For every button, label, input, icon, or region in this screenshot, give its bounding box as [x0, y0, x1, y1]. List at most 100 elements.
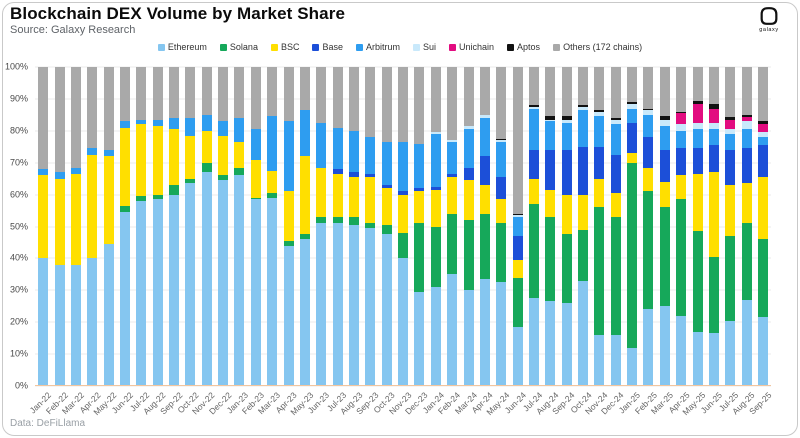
- segment-solana[interactable]: [234, 167, 245, 176]
- segment-solana[interactable]: [185, 178, 196, 184]
- segment-aptos[interactable]: [643, 108, 654, 111]
- segment-base[interactable]: [545, 149, 556, 190]
- segment-base[interactable]: [479, 156, 490, 186]
- segment-sui[interactable]: [545, 119, 556, 122]
- segment-ethereum[interactable]: [692, 331, 703, 386]
- segment-base[interactable]: [398, 191, 409, 195]
- segment-ethereum[interactable]: [741, 299, 752, 386]
- segment-others-172-chains[interactable]: [381, 67, 392, 142]
- segment-bsc[interactable]: [676, 175, 687, 200]
- segment-aptos[interactable]: [578, 105, 589, 107]
- segment-others-172-chains[interactable]: [250, 67, 261, 130]
- segment-base[interactable]: [741, 148, 752, 184]
- segment-ethereum[interactable]: [757, 317, 768, 386]
- stacked-bar-mar-25[interactable]: [659, 67, 670, 386]
- segment-solana[interactable]: [119, 205, 130, 213]
- segment-others-172-chains[interactable]: [757, 67, 768, 122]
- segment-bsc[interactable]: [414, 191, 425, 224]
- stacked-bar-sep-23[interactable]: [365, 67, 376, 386]
- segment-ethereum[interactable]: [610, 334, 621, 386]
- segment-aptos[interactable]: [627, 102, 638, 104]
- segment-ethereum[interactable]: [267, 197, 278, 386]
- segment-aptos[interactable]: [561, 116, 572, 120]
- segment-bsc[interactable]: [463, 180, 474, 221]
- stacked-bar-mar-22[interactable]: [70, 67, 81, 386]
- segment-base[interactable]: [725, 149, 736, 186]
- segment-sui[interactable]: [447, 140, 458, 142]
- segment-solana[interactable]: [250, 197, 261, 200]
- segment-others-172-chains[interactable]: [512, 67, 523, 214]
- segment-solana[interactable]: [578, 229, 589, 281]
- segment-unichain[interactable]: [725, 119, 736, 130]
- segment-arbitrum[interactable]: [283, 121, 294, 192]
- stacked-bar-aug-23[interactable]: [349, 67, 359, 386]
- segment-solana[interactable]: [365, 223, 376, 229]
- segment-aptos[interactable]: [528, 105, 539, 107]
- segment-bsc[interactable]: [103, 156, 114, 245]
- stacked-bar-apr-25[interactable]: [676, 67, 687, 386]
- segment-ethereum[interactable]: [201, 172, 212, 386]
- segment-ethereum[interactable]: [398, 258, 409, 386]
- segment-bsc[interactable]: [201, 130, 212, 163]
- segment-arbitrum[interactable]: [594, 116, 605, 147]
- segment-others-172-chains[interactable]: [627, 67, 638, 103]
- segment-others-172-chains[interactable]: [430, 67, 441, 133]
- stacked-bar-jan-24[interactable]: [430, 67, 441, 386]
- stacked-bar-dec-23[interactable]: [414, 67, 425, 386]
- stacked-bar-oct-22[interactable]: [185, 67, 196, 386]
- segment-base[interactable]: [332, 169, 343, 174]
- segment-ethereum[interactable]: [528, 298, 539, 386]
- segment-others-172-chains[interactable]: [119, 67, 130, 122]
- segment-others-172-chains[interactable]: [496, 67, 507, 139]
- segment-others-172-chains[interactable]: [349, 67, 359, 131]
- segment-solana[interactable]: [659, 207, 670, 307]
- segment-arbitrum[interactable]: [610, 124, 621, 155]
- segment-ethereum[interactable]: [250, 199, 261, 386]
- segment-arbitrum[interactable]: [643, 114, 654, 138]
- segment-arbitrum[interactable]: [332, 127, 343, 170]
- segment-arbitrum[interactable]: [725, 134, 736, 150]
- segment-aptos[interactable]: [692, 100, 703, 104]
- segment-ethereum[interactable]: [659, 306, 670, 386]
- segment-solana[interactable]: [169, 185, 180, 195]
- segment-others-172-chains[interactable]: [234, 67, 245, 119]
- stacked-bar-nov-23[interactable]: [398, 67, 409, 386]
- segment-unichain[interactable]: [692, 103, 703, 123]
- segment-solana[interactable]: [627, 162, 638, 348]
- segment-solana[interactable]: [267, 193, 278, 198]
- segment-arbitrum[interactable]: [676, 130, 687, 149]
- stacked-bar-sep-22[interactable]: [169, 67, 180, 386]
- stacked-bar-may-25[interactable]: [692, 67, 703, 386]
- segment-arbitrum[interactable]: [692, 129, 703, 149]
- segment-sui[interactable]: [708, 122, 719, 130]
- segment-solana[interactable]: [430, 226, 441, 288]
- segment-bsc[interactable]: [430, 189, 441, 227]
- segment-arbitrum[interactable]: [659, 126, 670, 150]
- segment-base[interactable]: [692, 148, 703, 174]
- segment-solana[interactable]: [692, 231, 703, 332]
- segment-bsc[interactable]: [757, 177, 768, 240]
- segment-bsc[interactable]: [119, 127, 130, 206]
- stacked-bar-apr-24[interactable]: [479, 67, 490, 386]
- segment-solana[interactable]: [283, 240, 294, 246]
- segment-bsc[interactable]: [528, 178, 539, 205]
- stacked-bar-jan-22[interactable]: [38, 67, 49, 386]
- segment-arbitrum[interactable]: [528, 108, 539, 150]
- segment-ethereum[interactable]: [545, 301, 556, 386]
- segment-others-172-chains[interactable]: [201, 67, 212, 115]
- segment-others-172-chains[interactable]: [578, 67, 589, 106]
- segment-others-172-chains[interactable]: [610, 67, 621, 119]
- segment-base[interactable]: [708, 145, 719, 173]
- segment-ethereum[interactable]: [463, 290, 474, 386]
- segment-ethereum[interactable]: [381, 234, 392, 386]
- segment-ethereum[interactable]: [87, 258, 98, 386]
- legend-item-ethereum[interactable]: Ethereum: [157, 42, 207, 52]
- segment-ethereum[interactable]: [316, 223, 327, 386]
- segment-bsc[interactable]: [659, 181, 670, 208]
- segment-ethereum[interactable]: [414, 291, 425, 386]
- segment-ethereum[interactable]: [70, 264, 81, 386]
- segment-bsc[interactable]: [479, 185, 490, 214]
- segment-ethereum[interactable]: [447, 274, 458, 386]
- segment-aptos[interactable]: [725, 116, 736, 120]
- stacked-bar-aug-24[interactable]: [545, 67, 556, 386]
